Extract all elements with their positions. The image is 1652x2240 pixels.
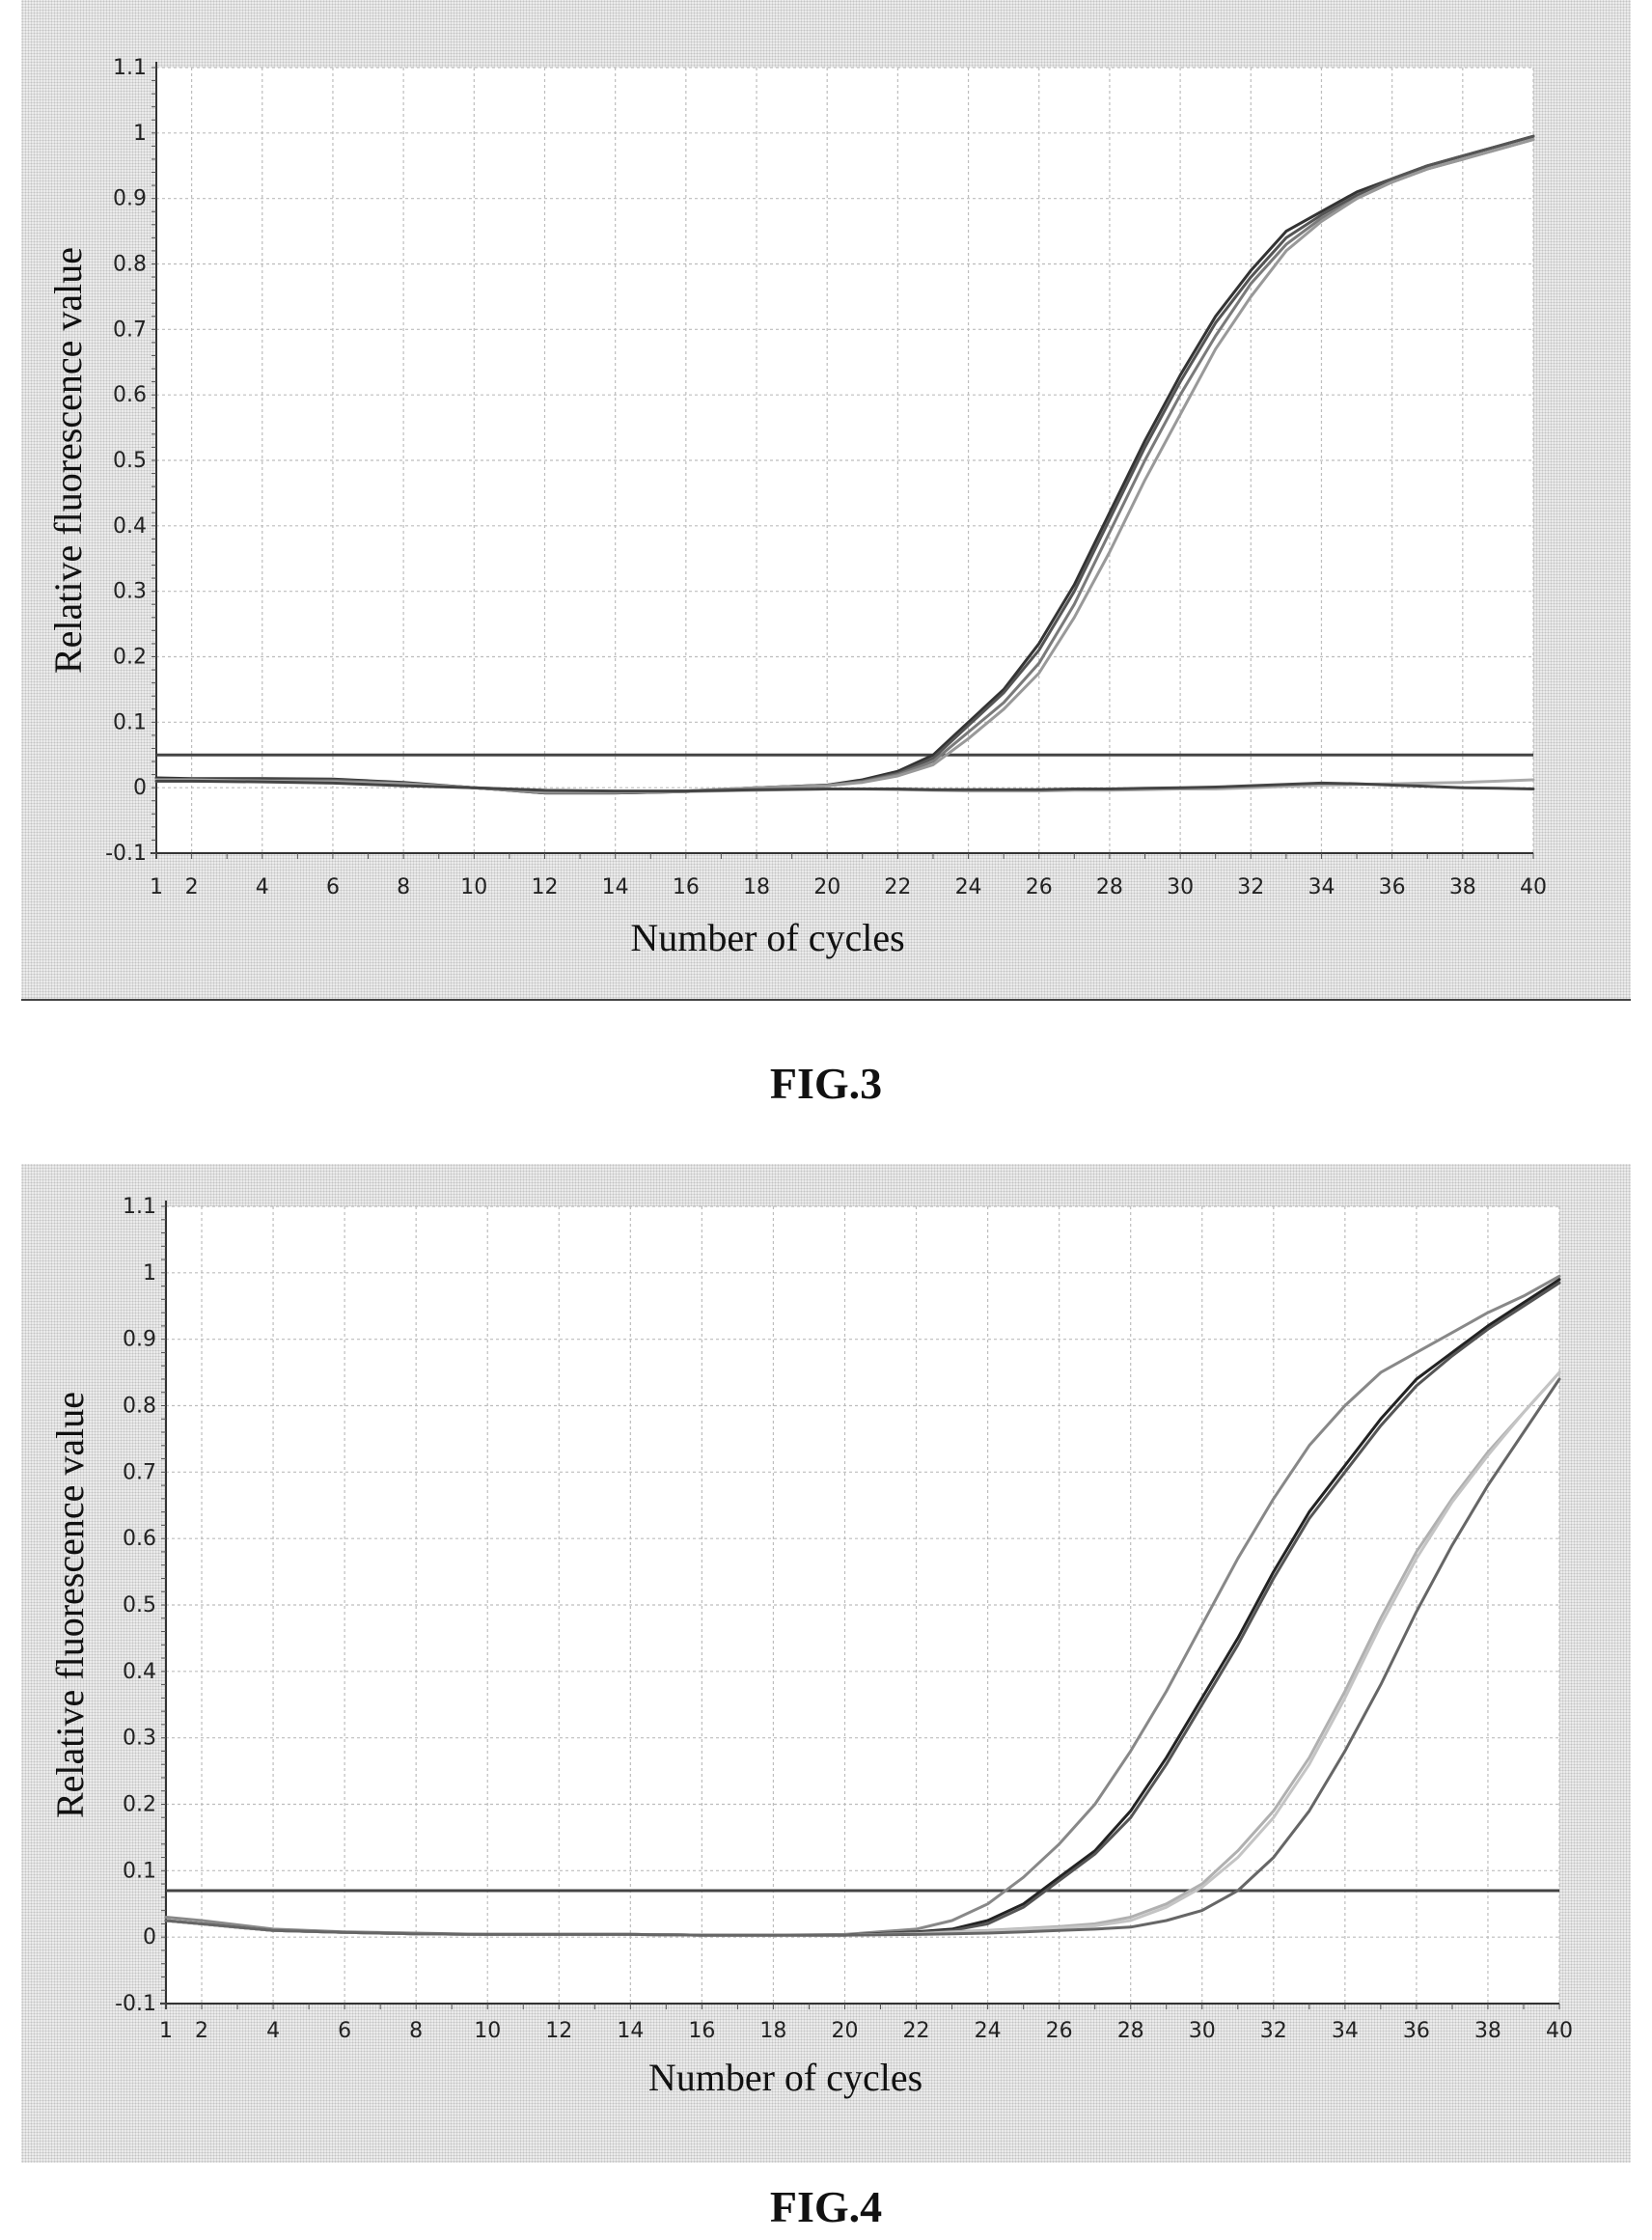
fig3-x-tick-label: 4 xyxy=(256,875,269,899)
fig4-x-tick-label: 2 xyxy=(195,2019,208,2043)
fig3-x-tick-label: 10 xyxy=(460,875,487,899)
fig3-x-tick-label: 38 xyxy=(1449,875,1476,899)
fig4-x-tick-label: 28 xyxy=(1117,2019,1144,2043)
fig4-x-tick-label: 36 xyxy=(1403,2019,1430,2043)
fig4-y-tick-label: 1.1 xyxy=(123,1195,156,1219)
fig3-x-tick-label: 16 xyxy=(673,875,700,899)
fig4-y-tick-label: 0.4 xyxy=(123,1660,156,1684)
fig4-x-tick-label: 40 xyxy=(1546,2019,1573,2043)
fig3-x-tick-label: 32 xyxy=(1237,875,1264,899)
fig4-y-tick-label: 0.8 xyxy=(123,1395,156,1419)
fig4-y-axis-title: Relative fluorescence value xyxy=(48,1392,92,1818)
fig3-y-tick-label: 0.9 xyxy=(113,187,147,211)
fig4-x-tick-label: 20 xyxy=(831,2019,858,2043)
fig4-y-tick-label: 0.6 xyxy=(123,1527,156,1551)
fig3-x-tick-label: 24 xyxy=(955,875,982,899)
fig4-y-tick-label: 0.7 xyxy=(123,1460,156,1484)
fig4-y-tick-label: 1 xyxy=(143,1261,156,1286)
fig3-y-tick-label: 0 xyxy=(133,776,147,800)
fig3-x-tick-label: 22 xyxy=(884,875,911,899)
fig3-x-tick-label: 20 xyxy=(813,875,840,899)
fig3-y-tick-label: 0.6 xyxy=(113,383,147,407)
fig4-x-tick-label: 10 xyxy=(474,2019,501,2043)
fig3-label: FIG.3 xyxy=(769,1059,883,1108)
fig3-x-tick-label: 14 xyxy=(602,875,629,899)
fig4-y-tick-label: -0.1 xyxy=(115,1992,156,2016)
fig4-x-tick-label: 26 xyxy=(1046,2019,1073,2043)
fig3-x-tick-label: 1 xyxy=(150,875,163,899)
fig3-x-axis-title: Number of cycles xyxy=(630,916,904,959)
fig3-chart-panel: -0.1 0 0.1 0.2 0.3 0.4 0.5 0.6 0.7 0.8 0.9 1 1.1 1 2 4 6… xyxy=(21,0,1631,1001)
fig4-x-tick-label: 38 xyxy=(1474,2019,1501,2043)
fig3-y-tick-label: 0.1 xyxy=(113,710,147,734)
fig3-y-tick-label: -0.1 xyxy=(105,842,147,866)
fig4-chart-panel: -0.1 0 0.1 0.2 0.3 0.4 0.5 0.6 0.7 0.8 0.9 1 1.1 1 2 4 6… xyxy=(21,1164,1631,2163)
fig4-series-line-6 xyxy=(164,1377,1561,1937)
fig4-x-tick-label: 6 xyxy=(338,2019,351,2043)
fig3-y-tick-label: 0.8 xyxy=(113,253,147,277)
fig3-x-tick-label: 28 xyxy=(1096,875,1123,899)
fig3-x-tick-label: 2 xyxy=(185,875,199,899)
fig4-x-axis-title: Number of cycles xyxy=(648,2056,922,2099)
fig3-y-axis-title: Relative fluorescence value xyxy=(46,247,90,674)
fig3-x-tick-label: 12 xyxy=(531,875,558,899)
fig3-series-line-6 xyxy=(154,779,1535,793)
fig4-x-tick-label: 24 xyxy=(975,2019,1002,2043)
fig3-y-tick-label: 0.2 xyxy=(113,646,147,670)
fig4-y-tick-label: 0.5 xyxy=(123,1593,156,1618)
fig3-x-tick-label: 26 xyxy=(1026,875,1053,899)
fig3-y-tick-label: 0.3 xyxy=(113,580,147,604)
fig4-grid xyxy=(166,1205,1560,2005)
fig4-x-tick-label: 34 xyxy=(1332,2019,1359,2043)
fig4-x-tick-label: 8 xyxy=(409,2019,423,2043)
fig3-x-tick-label: 36 xyxy=(1379,875,1406,899)
fig4-x-tick-label: 30 xyxy=(1189,2019,1216,2043)
fig3-chart: -0.100.10.20.30.40.50.60.70.80.911.11 2 4 6… xyxy=(46,56,1547,959)
fig4-x-tick-label: 22 xyxy=(903,2019,930,2043)
fig3-y-tick-label: 0.4 xyxy=(113,514,147,539)
fig4-y-tick-label: 0 xyxy=(143,1925,156,1950)
fig3-x-tick-label: 34 xyxy=(1308,875,1335,899)
fig3-x-tick-label: 40 xyxy=(1520,875,1547,899)
fig4-y-tick-label: 0.3 xyxy=(123,1727,156,1751)
fig4-x-tick-label: 32 xyxy=(1260,2019,1287,2043)
fig4-label: FIG.4 xyxy=(769,2182,883,2231)
fig4-y-tick-label: 0.9 xyxy=(123,1328,156,1352)
fig4-chart: -0.100.10.20.30.40.50.60.70.80.911.11 2 4 6… xyxy=(48,1195,1573,2099)
fig3-y-tick-label: 0.7 xyxy=(113,318,147,342)
fig4-x-tick-label: 14 xyxy=(617,2019,644,2043)
fig4-y-tick-label: 0.1 xyxy=(123,1859,156,1883)
fig3-y-tick-label: 0.5 xyxy=(113,449,147,473)
fig4-y-tick-label: 0.2 xyxy=(123,1793,156,1817)
fig3-x-tick-label: 6 xyxy=(326,875,340,899)
fig4-x-tick-label: 16 xyxy=(688,2019,715,2043)
fig4-x-tick-label: 12 xyxy=(545,2019,572,2043)
fig3-x-tick-label: 8 xyxy=(397,875,410,899)
fig3-y-tick-label: 1 xyxy=(133,122,147,146)
fig4-x-tick-label: 1 xyxy=(159,2019,173,2043)
fig4-x-tick-label: 18 xyxy=(759,2019,786,2043)
fig3-x-tick-label: 30 xyxy=(1167,875,1194,899)
fig3-x-tick-label: 18 xyxy=(743,875,770,899)
fig4-x-tick-label: 4 xyxy=(266,2019,280,2043)
fig3-y-tick-label: 1.1 xyxy=(113,56,147,80)
